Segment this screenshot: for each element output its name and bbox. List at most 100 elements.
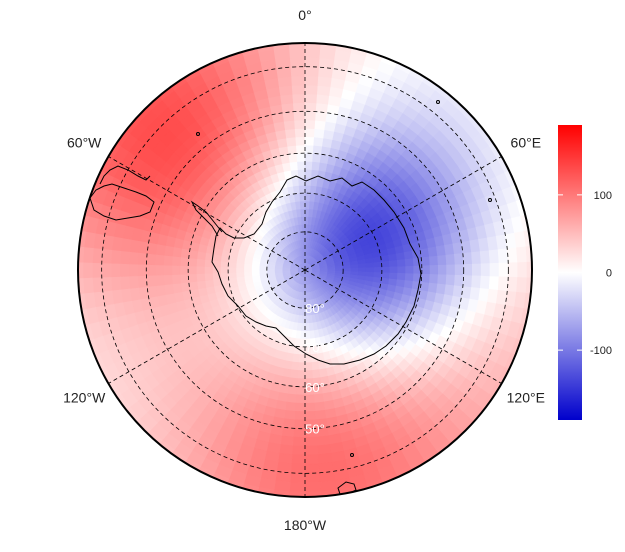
islet-3 [196, 132, 200, 136]
field-cell [437, 264, 447, 276]
field-cell [110, 249, 122, 264]
field-cell [128, 251, 139, 265]
field-cell [313, 136, 324, 147]
field-cell [304, 481, 321, 493]
field-cell [195, 273, 206, 282]
field-cell [420, 273, 431, 284]
field-cell [187, 265, 197, 275]
field-cell [419, 247, 430, 259]
field-cell [314, 119, 327, 131]
latitude-circle [101, 66, 509, 474]
field-cell [154, 253, 165, 266]
field-cell [350, 264, 359, 269]
field-cell [294, 410, 306, 421]
field-cell [251, 267, 260, 273]
field-cell [317, 452, 333, 465]
field-cell [304, 436, 318, 447]
latitude-circle [145, 110, 465, 430]
field-cell [163, 254, 173, 266]
field-cell [235, 267, 245, 273]
field-cell [137, 252, 148, 265]
field-cell [101, 248, 113, 264]
field-cell [498, 262, 509, 278]
field-cell [146, 274, 157, 287]
field-cell [304, 323, 310, 332]
field-cell [365, 267, 375, 273]
islet-1 [436, 100, 440, 104]
colorbar-tick-label: 100 [594, 190, 612, 202]
field-cell [429, 255, 439, 266]
field-cell [179, 256, 190, 267]
field-cell [187, 257, 198, 267]
field-cell [389, 266, 398, 274]
field-cell [506, 247, 518, 264]
field-cell [304, 66, 320, 77]
field-cell [292, 436, 306, 447]
field-cell [316, 93, 330, 105]
field-cell [282, 111, 295, 122]
field-cell [304, 119, 316, 130]
field-cell [350, 267, 359, 273]
longitude-label: 60°W [67, 135, 102, 151]
latitude-circle [227, 192, 383, 348]
field-cell [119, 250, 131, 265]
field-cell [295, 144, 306, 154]
field-cell [516, 277, 528, 294]
field-cell [395, 252, 406, 261]
field-cell [298, 346, 306, 356]
field-cell [396, 259, 406, 268]
field-cell [315, 111, 328, 122]
field-cell [304, 410, 316, 421]
field-cell [427, 246, 438, 258]
field-cell [288, 153, 298, 163]
field-cell [292, 102, 306, 113]
field-cell [291, 84, 306, 95]
field-cell [304, 93, 318, 104]
field-cell [357, 263, 367, 269]
field-cell [293, 110, 306, 121]
anomaly-field [78, 43, 532, 497]
field-cell [281, 426, 295, 438]
field-cell [287, 144, 298, 155]
field-cell [471, 263, 482, 277]
field-cell [128, 263, 138, 277]
field-cell [506, 276, 518, 293]
field-cell [297, 168, 306, 178]
field-cell [300, 216, 306, 225]
field-cell [82, 261, 93, 279]
field-cell [373, 261, 383, 268]
field-cell [462, 275, 473, 288]
field-cell [480, 263, 491, 277]
field-cell [276, 461, 292, 474]
latitude-label: 50° [305, 422, 325, 437]
field-cell [429, 264, 439, 276]
field-cell [318, 66, 334, 79]
meridian-line [108, 156, 306, 271]
field-cell [304, 402, 316, 413]
field-cell [227, 272, 237, 279]
south-america-tip [89, 183, 155, 221]
field-cell [289, 472, 306, 484]
longitude-label: 180°W [284, 517, 327, 533]
field-cell [304, 315, 310, 324]
field-cell [243, 271, 253, 277]
field-cell [388, 253, 398, 262]
field-cell [196, 280, 207, 290]
field-cell [304, 152, 314, 162]
field-cell [373, 266, 383, 274]
field-cell [289, 47, 306, 59]
field-cell [304, 463, 320, 474]
field-cell [290, 66, 306, 77]
field-cell [297, 160, 306, 170]
field-cell [296, 152, 306, 162]
field-cell [489, 262, 500, 278]
field-cell [110, 276, 122, 291]
field-cell [180, 281, 191, 293]
field-cell [304, 394, 315, 404]
field-cell [497, 276, 509, 292]
field-cell [251, 271, 260, 276]
field-cell [301, 231, 306, 240]
field-cell [403, 250, 414, 260]
longitude-label: 120°W [63, 390, 106, 406]
field-cell [313, 393, 324, 404]
